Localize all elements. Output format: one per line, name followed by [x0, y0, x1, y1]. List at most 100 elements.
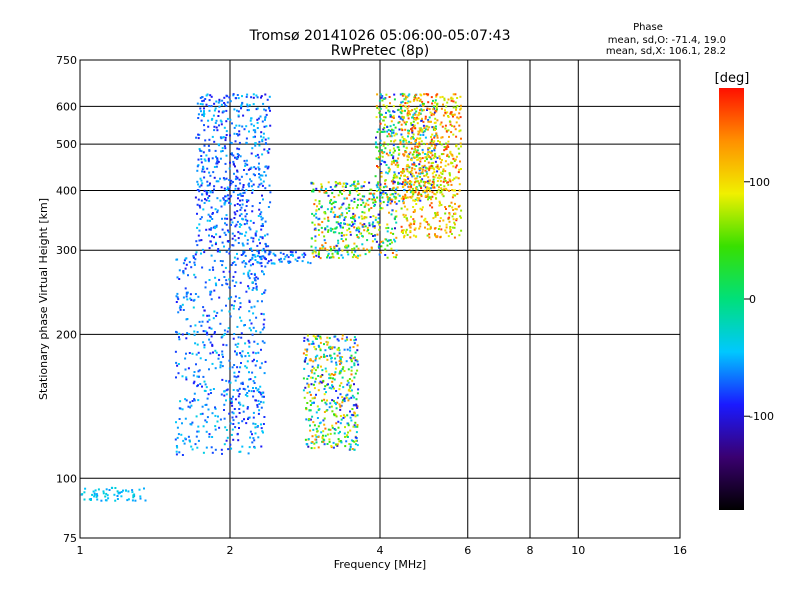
- echo-point: [312, 188, 315, 191]
- echo-point: [210, 105, 213, 108]
- echo-point: [364, 225, 367, 228]
- echo-point: [314, 357, 317, 360]
- echo-point: [390, 128, 393, 131]
- echo-point: [381, 159, 384, 162]
- echo-point: [309, 393, 312, 396]
- echo-point: [448, 172, 451, 175]
- echo-point: [316, 354, 319, 357]
- echo-point: [388, 198, 391, 201]
- echo-point: [196, 343, 199, 346]
- echo-point: [314, 227, 317, 230]
- echo-point: [389, 149, 392, 152]
- echo-point: [412, 175, 415, 177]
- echo-point: [340, 254, 343, 257]
- echo-point: [224, 266, 227, 269]
- echo-point: [393, 171, 396, 174]
- echo-point: [234, 263, 237, 266]
- echo-point: [318, 408, 321, 411]
- echo-point: [326, 358, 329, 361]
- echo-point: [238, 225, 241, 228]
- echo-point: [312, 428, 315, 431]
- echo-point: [264, 93, 267, 96]
- echo-point: [261, 217, 264, 220]
- echo-point: [428, 169, 431, 172]
- echo-point: [186, 332, 189, 335]
- echo-point: [224, 222, 226, 225]
- echo-point: [337, 339, 340, 342]
- echo-point: [414, 142, 417, 144]
- echo-point: [232, 181, 234, 183]
- echo-point: [210, 254, 213, 257]
- echo-point: [190, 445, 193, 448]
- echo-point: [93, 495, 96, 498]
- echo-point: [243, 159, 246, 162]
- echo-point: [354, 255, 357, 258]
- echo-point: [213, 259, 216, 262]
- echo-point: [234, 398, 237, 401]
- echo-point: [332, 231, 335, 234]
- echo-point: [234, 379, 237, 382]
- echo-point: [411, 129, 414, 132]
- echo-point: [373, 225, 376, 228]
- echo-point: [426, 109, 428, 111]
- echo-point: [260, 423, 262, 426]
- echo-point: [407, 100, 410, 103]
- echo-point: [234, 225, 237, 228]
- echo-point: [344, 426, 346, 429]
- echo-point: [222, 270, 225, 273]
- echo-point: [269, 109, 271, 112]
- echo-point: [256, 96, 259, 99]
- echo-point: [413, 163, 416, 166]
- echo-point: [236, 325, 239, 328]
- echo-point: [105, 488, 108, 491]
- echo-point: [218, 235, 221, 238]
- echo-point: [430, 114, 433, 117]
- echo-point: [393, 134, 396, 137]
- echo-point: [424, 220, 427, 223]
- echo-point: [211, 191, 214, 194]
- echo-point: [403, 153, 406, 156]
- echo-point: [257, 215, 260, 217]
- echo-point: [330, 387, 333, 390]
- echo-point: [442, 168, 445, 171]
- echo-point: [424, 194, 427, 197]
- echo-point: [397, 146, 400, 149]
- echo-point: [379, 107, 382, 110]
- echo-point: [232, 154, 235, 157]
- echo-point: [245, 173, 248, 176]
- echo-point: [450, 201, 453, 204]
- echo-point: [434, 214, 437, 217]
- echo-point: [424, 136, 427, 139]
- echo-point: [264, 118, 266, 121]
- echo-point: [224, 147, 227, 150]
- echo-point: [428, 236, 431, 239]
- echo-point: [251, 147, 254, 150]
- echo-point: [415, 171, 418, 174]
- echo-point: [379, 93, 382, 96]
- echo-point: [236, 220, 239, 223]
- echo-point: [211, 344, 214, 347]
- echo-point: [260, 362, 263, 365]
- echo-point: [184, 398, 187, 401]
- echo-point: [332, 211, 335, 214]
- echo-point: [408, 171, 411, 174]
- echo-point: [116, 498, 119, 500]
- echo-point: [267, 260, 270, 263]
- echo-point: [116, 490, 119, 493]
- echo-point: [406, 107, 409, 110]
- echo-point: [203, 189, 206, 192]
- echo-point: [234, 184, 237, 187]
- echo-point: [235, 124, 238, 127]
- echo-point: [303, 339, 306, 342]
- echo-point: [414, 177, 417, 180]
- echo-point: [242, 260, 245, 262]
- echo-point: [227, 240, 230, 242]
- echo-point: [419, 98, 422, 101]
- echo-point: [357, 363, 360, 366]
- echo-point: [429, 187, 432, 190]
- echo-point: [194, 443, 197, 446]
- echo-point: [386, 172, 389, 175]
- echo-point: [312, 360, 315, 363]
- echo-point: [393, 140, 395, 143]
- echo-point: [225, 304, 227, 307]
